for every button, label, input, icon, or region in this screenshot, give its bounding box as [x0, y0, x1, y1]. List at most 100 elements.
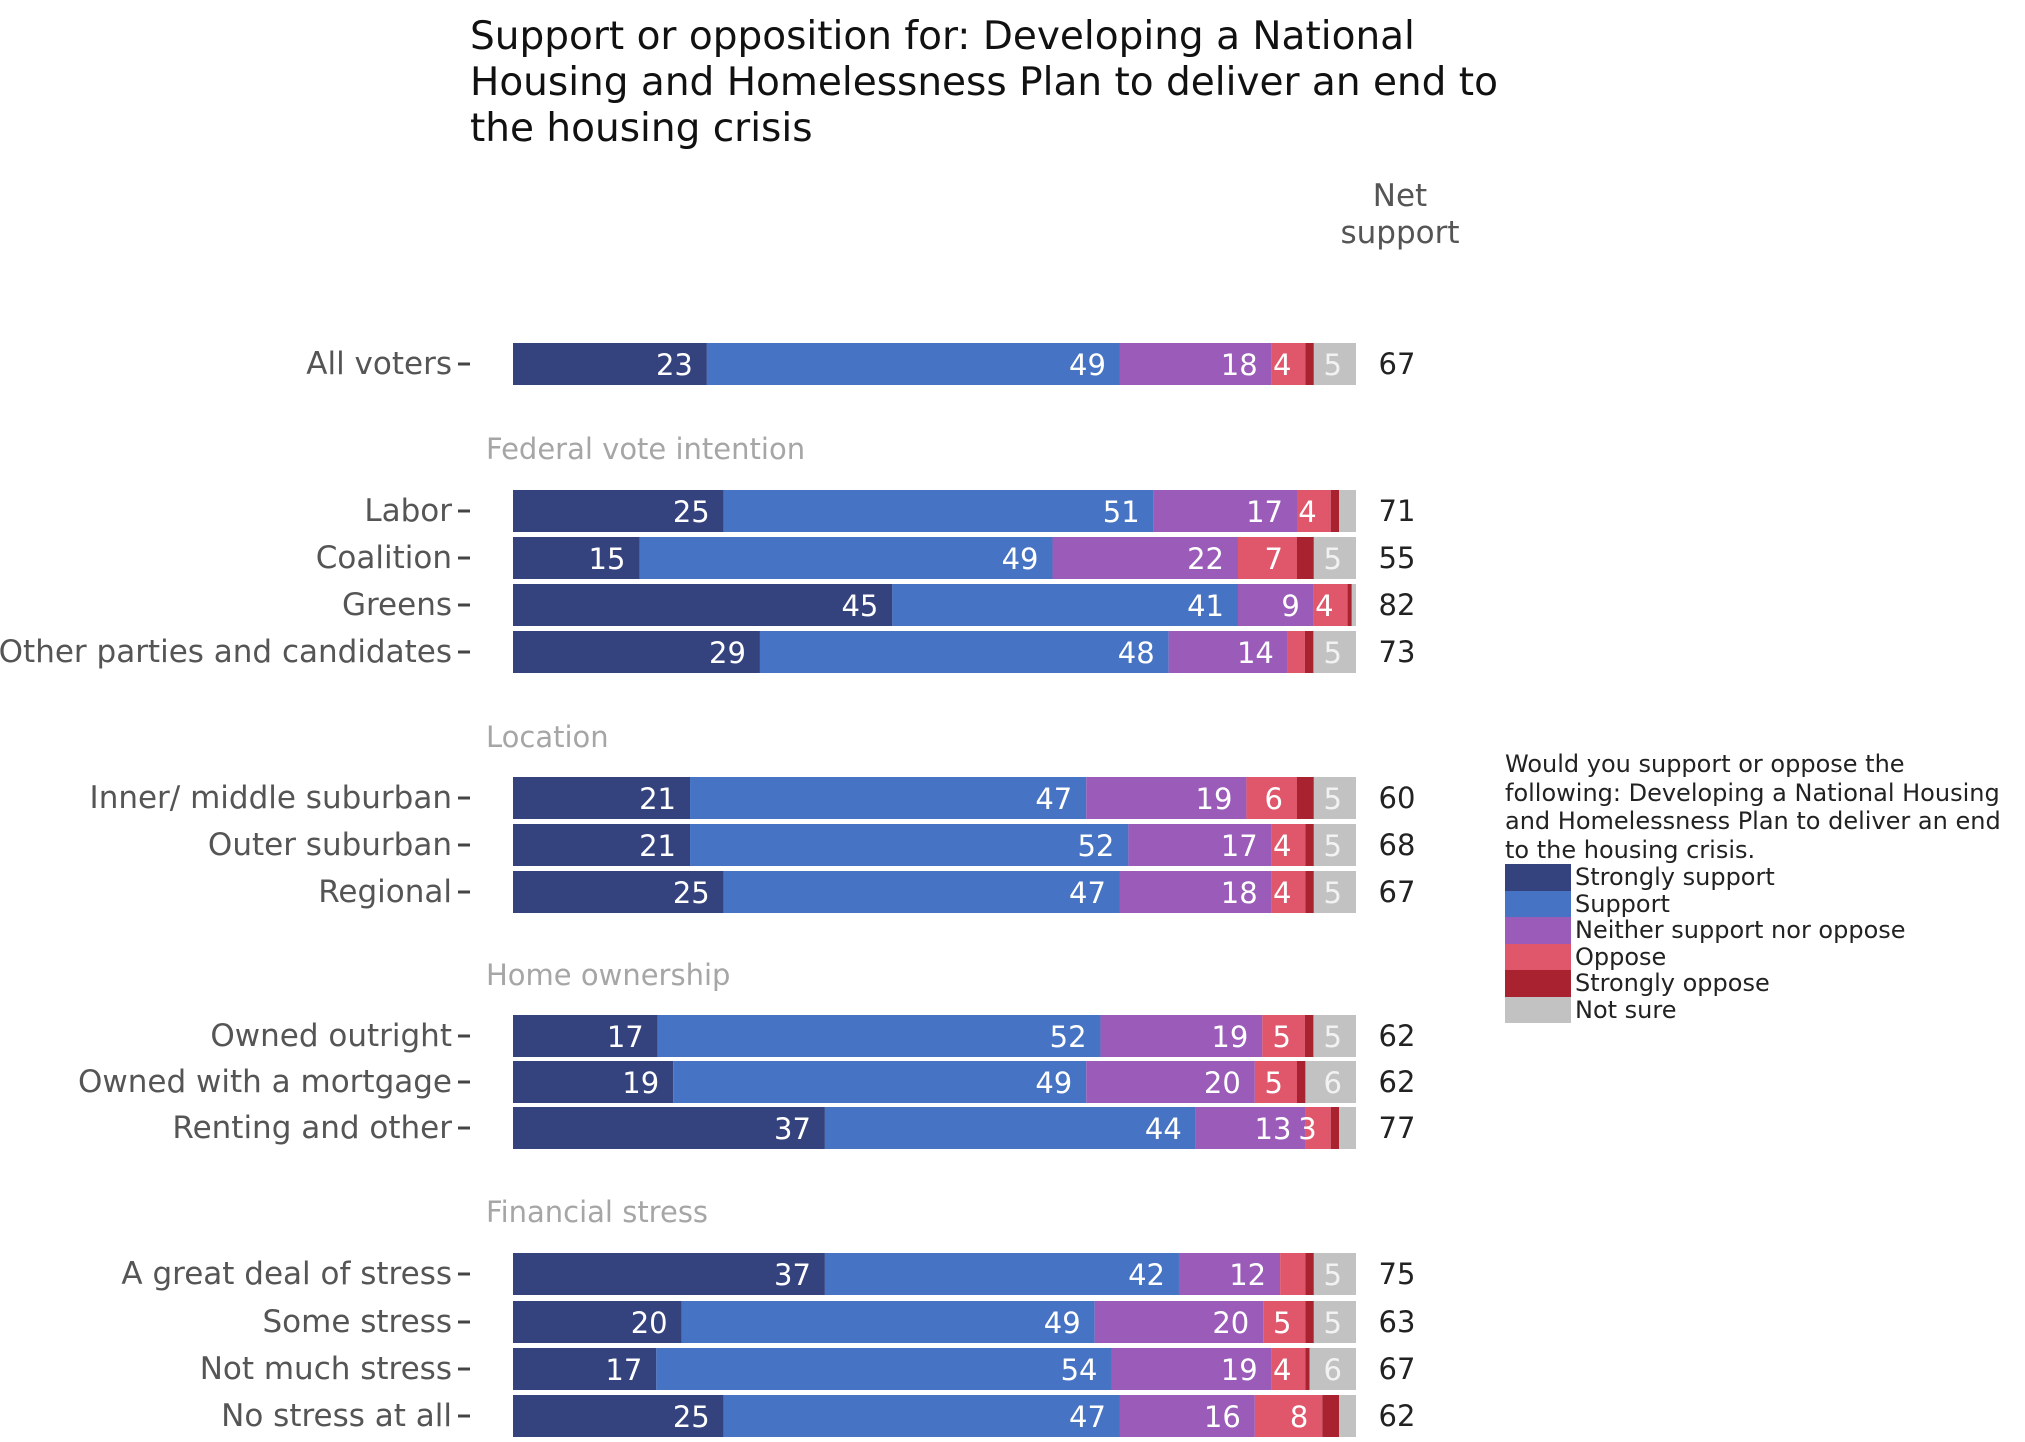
value-label: 4	[1315, 589, 1333, 623]
bar-segment	[1305, 1107, 1331, 1149]
value-label: 5	[1324, 1020, 1342, 1054]
bar-segment	[1305, 1301, 1314, 1343]
bar-segment	[639, 537, 1053, 579]
bar-segment	[673, 1061, 1087, 1103]
row-label: Greens	[342, 587, 452, 623]
bar-segment	[1313, 631, 1356, 673]
bar-segment	[1280, 1253, 1306, 1295]
value-label: 5	[1324, 1306, 1342, 1340]
bar-segment	[656, 1348, 1112, 1390]
net-support-value: 73	[1379, 635, 1416, 669]
value-label: 5	[1324, 782, 1342, 816]
legend-swatch	[1505, 917, 1571, 944]
bar-segment	[513, 584, 893, 626]
bar-segment	[1254, 1061, 1297, 1103]
value-label: 15	[589, 542, 626, 576]
value-label: 5	[1324, 829, 1342, 863]
value-label: 5	[1273, 1306, 1291, 1340]
bar-segment	[1305, 871, 1314, 913]
value-label: 5	[1324, 1258, 1342, 1292]
bar-segment	[1351, 584, 1356, 626]
value-label: 17	[607, 1020, 644, 1054]
row-label: A great deal of stress	[121, 1256, 452, 1292]
net-support-value: 63	[1379, 1305, 1416, 1339]
value-label: 6	[1265, 782, 1283, 816]
bar-segment	[1313, 1253, 1356, 1295]
net-support-value: 55	[1379, 541, 1416, 575]
bar-segment	[1305, 1348, 1310, 1390]
net-support-value: 67	[1379, 347, 1416, 381]
bar-segment	[1313, 343, 1356, 385]
bar-segment	[513, 537, 640, 579]
legend-swatch	[1505, 890, 1571, 917]
row-label: Labor	[364, 493, 452, 529]
value-label: 21	[639, 829, 676, 863]
row-label: Inner/ middle suburban	[90, 780, 452, 816]
value-label: 4	[1273, 1353, 1291, 1387]
value-label: 37	[774, 1112, 811, 1146]
bar-segment	[1086, 1061, 1255, 1103]
bar-segment	[1339, 1395, 1356, 1437]
bar-segment	[690, 777, 1087, 819]
net-support-value: 67	[1379, 875, 1416, 909]
value-label: 37	[774, 1258, 811, 1292]
legend-item: Neither support nor oppose	[1505, 917, 2025, 944]
value-label: 6	[1324, 1066, 1342, 1100]
value-label: 42	[1128, 1258, 1165, 1292]
bar-segment	[723, 1395, 1120, 1437]
legend-items: Strongly support Support Neither support n…	[1505, 864, 2025, 1023]
bar-segment	[1287, 631, 1305, 673]
legend-swatch	[1505, 996, 1571, 1023]
value-label: 41	[1187, 589, 1224, 623]
bar-segment	[1330, 1107, 1340, 1149]
bar-segment	[1322, 1395, 1340, 1437]
bar-segment	[681, 1301, 1095, 1343]
row-label: Coalition	[316, 540, 452, 576]
bar-segment	[1271, 1348, 1306, 1390]
bar-segment	[1313, 777, 1356, 819]
group-label: Home ownership	[486, 958, 730, 992]
value-label: 52	[1077, 829, 1114, 863]
value-label: 49	[1002, 542, 1039, 576]
legend-item: Support	[1505, 890, 2025, 917]
value-label: 49	[1044, 1306, 1081, 1340]
value-label: 5	[1272, 1020, 1290, 1054]
value-label: 18	[1221, 876, 1258, 910]
value-label: 47	[1069, 1400, 1106, 1434]
value-label: 17	[1246, 495, 1283, 529]
bar-segment	[1296, 1061, 1306, 1103]
bar-segment	[1119, 343, 1272, 385]
value-label: 14	[1237, 636, 1274, 670]
bar-segment	[723, 490, 1154, 532]
row-label: All voters	[306, 346, 452, 382]
row-label: Other parties and candidates	[0, 634, 452, 670]
legend-title: Would you support or oppose the followin…	[1505, 750, 2001, 864]
value-label: 23	[656, 348, 693, 382]
row-label: Regional	[318, 874, 452, 910]
value-label: 49	[1069, 348, 1106, 382]
bar-segment	[513, 1015, 658, 1057]
legend-label: Not sure	[1575, 995, 1677, 1024]
value-label: 19	[1221, 1353, 1258, 1387]
row-label: Renting and other	[172, 1110, 452, 1146]
bar-segment	[1195, 1107, 1306, 1149]
group-label: Federal vote intention	[486, 432, 805, 466]
bar-segment	[1339, 490, 1356, 532]
legend-item: Oppose	[1505, 943, 2025, 970]
value-label: 25	[673, 1400, 710, 1434]
legend-item: Strongly support	[1505, 864, 2025, 891]
legend-item: Not sure	[1505, 995, 2025, 1024]
bar-segment	[1304, 631, 1314, 673]
bar-segment	[1305, 343, 1314, 385]
legend-item: Strongly oppose	[1505, 970, 2025, 997]
bar-segment	[1094, 1301, 1264, 1343]
net-support-value: 68	[1379, 828, 1416, 862]
bar-segment	[690, 824, 1129, 866]
bar-segment	[1271, 871, 1306, 913]
bar-segment	[1305, 824, 1314, 866]
value-label: 6	[1324, 1353, 1342, 1387]
bar-segment	[723, 871, 1120, 913]
net-support-value: 75	[1379, 1257, 1416, 1291]
bar-segment	[513, 1253, 825, 1295]
row-label: Owned outright	[210, 1018, 452, 1054]
